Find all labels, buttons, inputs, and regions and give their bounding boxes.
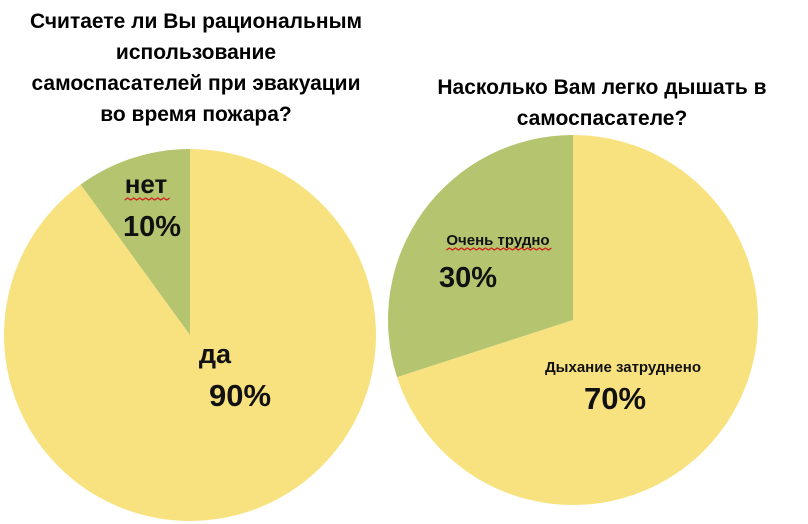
- slice-name-label: да: [199, 339, 232, 369]
- slice-value-label: 70%: [584, 381, 646, 416]
- pie-slice: [80, 149, 190, 335]
- spellcheck-underline: [446, 247, 552, 251]
- pie-slice: [3, 149, 376, 521]
- chart-1-title-line: самоспасателей при эвакуации: [31, 72, 361, 95]
- slice-name-label: Дыхание затруднено: [545, 359, 701, 376]
- slice-name-label: нет: [125, 169, 168, 199]
- chart-2-title: Насколько Вам легко дышать в самоспасате…: [400, 72, 804, 134]
- chart-2-title-line: Насколько Вам легко дышать в: [437, 76, 767, 99]
- slice-name-label: Очень трудно: [446, 232, 549, 249]
- chart-1-title: Считаете ли Вы рациональным использовани…: [0, 6, 392, 130]
- slice-value-label: 30%: [439, 262, 497, 294]
- pie-slice: [397, 135, 758, 505]
- chart-1-title-line: во время пожара?: [100, 103, 292, 126]
- pie-slice: [387, 135, 573, 378]
- chart-1-title-line: использование: [115, 41, 277, 64]
- spellcheck-underline: [124, 197, 171, 201]
- slice-value-label: 10%: [123, 211, 181, 243]
- chart-1-title-line: Считаете ли Вы рациональным: [29, 10, 363, 33]
- chart-2-title-line: самоспасателе?: [516, 107, 688, 130]
- slice-value-label: 90%: [209, 378, 271, 413]
